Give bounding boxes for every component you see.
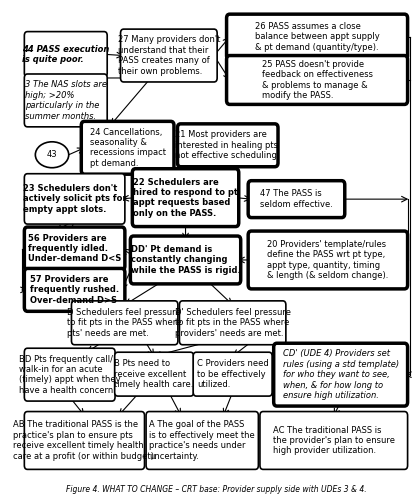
Text: 25 PASS doesn't provide
feedback on effectiveness
& problems to manage &
modify : 25 PASS doesn't provide feedback on effe… <box>261 60 373 100</box>
Ellipse shape <box>36 142 69 168</box>
FancyBboxPatch shape <box>248 180 345 218</box>
FancyBboxPatch shape <box>24 268 125 312</box>
Text: 26 PASS assumes a close
balance between appt supply
& pt demand (quantity/type).: 26 PASS assumes a close balance between … <box>255 22 380 52</box>
FancyBboxPatch shape <box>24 74 107 127</box>
FancyBboxPatch shape <box>24 412 145 470</box>
FancyBboxPatch shape <box>24 227 125 270</box>
FancyBboxPatch shape <box>248 231 408 289</box>
Text: 27 Many providers don't
understand that their
PASS creates many of
their own pro: 27 Many providers don't understand that … <box>118 36 220 76</box>
Text: Figure 4. WHAT TO CHANGE – CRT base: Provider supply side with UDEs 3 & 4.: Figure 4. WHAT TO CHANGE – CRT base: Pro… <box>66 486 366 494</box>
FancyBboxPatch shape <box>115 352 194 396</box>
Text: DD' Pt demand is
constantly changing
while the PASS is rigid.: DD' Pt demand is constantly changing whi… <box>131 245 240 275</box>
FancyBboxPatch shape <box>71 301 178 344</box>
FancyBboxPatch shape <box>24 32 107 77</box>
Text: 56 Providers are
frequently idled.
Under-demand D<S: 56 Providers are frequently idled. Under… <box>28 234 121 264</box>
Text: AC The traditional PASS is
the provider's plan to ensure
high provider utilizati: AC The traditional PASS is the provider'… <box>273 426 395 456</box>
Text: 23 Schedulers don't
actively solicit pts for
empty appt slots.: 23 Schedulers don't actively solicit pts… <box>23 184 126 214</box>
FancyBboxPatch shape <box>81 122 174 174</box>
Text: BD Pts frequently call/
walk-in for an acute
(timely) appt when they
have a heal: BD Pts frequently call/ walk-in for an a… <box>19 354 121 395</box>
FancyBboxPatch shape <box>131 236 241 284</box>
FancyBboxPatch shape <box>24 174 125 224</box>
FancyBboxPatch shape <box>121 29 217 82</box>
Text: 44 PASS execution
is quite poor.: 44 PASS execution is quite poor. <box>22 44 109 64</box>
FancyBboxPatch shape <box>227 56 408 104</box>
Text: CD' (UDE 4) Providers set
rules (using a std template)
for who they want to see,: CD' (UDE 4) Providers set rules (using a… <box>282 350 399 400</box>
Text: D Schedulers feel pressure
to fit pts in the PASS where
pts' needs are met.: D Schedulers feel pressure to fit pts in… <box>67 308 182 338</box>
FancyBboxPatch shape <box>24 348 115 401</box>
Text: C Providers need
to be effectively
utilized.: C Providers need to be effectively utili… <box>197 360 268 389</box>
Text: 24 Cancellations,
seasonality &
recessions impact
pt demand.: 24 Cancellations, seasonality & recessio… <box>90 128 166 168</box>
FancyBboxPatch shape <box>274 343 408 406</box>
FancyBboxPatch shape <box>180 301 286 344</box>
FancyBboxPatch shape <box>146 412 259 470</box>
FancyBboxPatch shape <box>178 124 278 166</box>
Text: 57 Providers are
frequently rushed.
Over-demand D>S: 57 Providers are frequently rushed. Over… <box>30 275 119 305</box>
Text: A The goal of the PASS
is to effectively meet the
practice's needs under
uncerta: A The goal of the PASS is to effectively… <box>150 420 255 461</box>
Text: D' Schedulers feel pressure
to fit pts in the PASS where
providers' needs are me: D' Schedulers feel pressure to fit pts i… <box>175 308 291 338</box>
FancyBboxPatch shape <box>193 352 272 396</box>
Text: 3 The NAS slots are
high; >20%
particularly in the
summer months.: 3 The NAS slots are high; >20% particula… <box>25 80 107 120</box>
Text: 21 Most providers are
interested in healing pts
not effective scheduling.: 21 Most providers are interested in heal… <box>176 130 280 160</box>
FancyBboxPatch shape <box>227 14 408 60</box>
Text: 20 Providers' template/rules
define the PASS wrt pt type,
appt type, quantity, t: 20 Providers' template/rules define the … <box>267 240 389 280</box>
Text: 47 The PASS is
seldom effective.: 47 The PASS is seldom effective. <box>260 190 333 209</box>
Text: B Pts need to
receive excellent
timely health care.: B Pts need to receive excellent timely h… <box>114 360 194 389</box>
FancyBboxPatch shape <box>260 412 408 470</box>
FancyBboxPatch shape <box>132 168 239 226</box>
Text: AB The traditional PASS is the
practice's plan to ensure pts
receive excellent t: AB The traditional PASS is the practice'… <box>13 420 156 461</box>
Text: 22 Schedulers are
hired to respond to pt
appt requests based
only on the PASS.: 22 Schedulers are hired to respond to pt… <box>133 178 238 218</box>
Text: 43: 43 <box>47 150 57 160</box>
